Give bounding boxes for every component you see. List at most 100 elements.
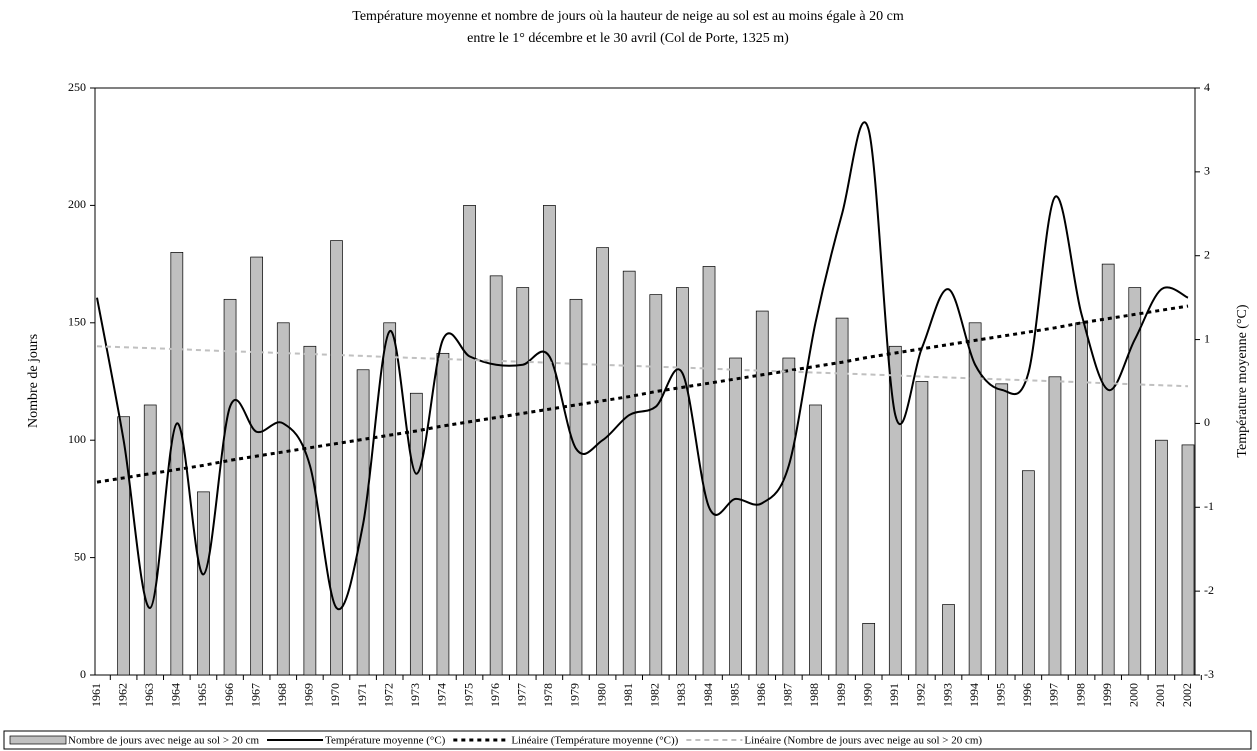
bar <box>702 266 716 676</box>
x-tick-label: 1977 <box>515 683 529 707</box>
x-tick-label: 1996 <box>1020 683 1034 707</box>
x-tick-label: 1998 <box>1073 683 1087 707</box>
x-tick-label: 1979 <box>568 683 582 707</box>
x-tick-label: 1984 <box>701 683 715 707</box>
legend-label: Linéaire (Température moyenne (°C)) <box>511 735 678 747</box>
bar <box>489 275 503 676</box>
x-tick-label: 2002 <box>1180 683 1194 707</box>
bar <box>463 205 476 676</box>
x-tick-label: 2001 <box>1153 683 1167 707</box>
bar <box>303 345 317 676</box>
y-tick-label: 100 <box>68 432 86 446</box>
legend-label: Nombre de jours avec neige au sol > 20 c… <box>68 735 259 747</box>
legend-swatch <box>9 735 67 745</box>
y2-tick-label: 0 <box>1204 415 1210 429</box>
y-tick-label: 0 <box>80 667 86 681</box>
y-axis-label: Nombre de jours <box>26 334 41 428</box>
bar <box>516 287 530 676</box>
y2-tick-label: -2 <box>1204 583 1214 597</box>
bar <box>1101 263 1115 676</box>
bar <box>197 491 210 676</box>
x-tick-label: 1993 <box>940 683 954 707</box>
bar <box>1181 444 1195 676</box>
x-tick-label: 1997 <box>1047 683 1061 707</box>
bar <box>1075 322 1088 676</box>
bar <box>409 392 423 676</box>
bar <box>995 383 1009 676</box>
y2-tick-label: 3 <box>1204 164 1210 178</box>
bar <box>223 298 237 676</box>
bar <box>676 287 689 676</box>
x-tick-label: 1964 <box>169 683 183 707</box>
plot-frame <box>94 87 1196 676</box>
bar <box>1128 287 1142 676</box>
x-tick-label: 1971 <box>355 683 369 707</box>
x-tick-label: 1965 <box>195 683 209 707</box>
y2-tick-label: 1 <box>1204 331 1210 345</box>
bar <box>276 322 290 676</box>
bar <box>649 294 663 676</box>
line-dashed <box>96 345 1189 388</box>
bar <box>1155 439 1168 676</box>
y2-tick-label: 2 <box>1204 247 1210 261</box>
legend-box <box>3 730 1252 750</box>
chart-title: Température moyenne et nombre de jours o… <box>352 9 904 24</box>
chart-subtitle: entre le 1° décembre et le 30 avril (Col… <box>467 31 789 46</box>
bar <box>596 247 609 676</box>
bar <box>835 317 849 676</box>
bar <box>250 256 264 676</box>
bar <box>862 622 876 676</box>
x-tick-label: 1982 <box>648 683 662 707</box>
bar <box>436 352 450 676</box>
y-tick-label: 200 <box>68 197 86 211</box>
line-solid <box>96 121 1189 611</box>
x-tick-label: 1989 <box>834 683 848 707</box>
bar <box>729 357 742 676</box>
bar <box>809 404 822 676</box>
x-tick-label: 1985 <box>727 683 741 707</box>
x-tick-label: 1963 <box>142 683 156 707</box>
x-tick-label: 1990 <box>860 683 874 707</box>
bar <box>543 205 556 676</box>
x-tick-label: 1966 <box>222 683 236 707</box>
bar <box>117 416 130 676</box>
bar <box>915 381 929 676</box>
x-tick-label: 1970 <box>328 683 342 707</box>
x-tick-label: 1994 <box>967 683 981 707</box>
bar <box>383 322 397 676</box>
bar <box>888 345 902 676</box>
bar <box>622 270 636 676</box>
x-tick-label: 2000 <box>1127 683 1141 707</box>
y2-tick-label: 4 <box>1204 80 1210 94</box>
bar <box>143 404 157 676</box>
bar <box>942 604 955 676</box>
x-tick-label: 1974 <box>435 683 449 707</box>
legend-label: Température moyenne (°C) <box>325 735 446 747</box>
bar <box>330 240 343 676</box>
x-tick-label: 1961 <box>89 683 103 707</box>
x-tick-label: 1972 <box>381 683 395 707</box>
y-tick-label: 50 <box>74 549 86 563</box>
x-tick-label: 1995 <box>993 683 1007 707</box>
y2-tick-label: -3 <box>1204 667 1214 681</box>
bar <box>1048 376 1062 676</box>
x-tick-label: 1983 <box>674 683 688 707</box>
bar <box>782 357 796 676</box>
y-tick-label: 250 <box>68 80 86 94</box>
x-tick-label: 1976 <box>488 683 502 707</box>
x-tick-label: 1962 <box>115 683 129 707</box>
x-tick-label: 1975 <box>461 683 475 707</box>
x-tick-label: 1991 <box>887 683 901 707</box>
x-tick-label: 1986 <box>754 683 768 707</box>
bar <box>170 252 184 676</box>
x-tick-label: 1992 <box>914 683 928 707</box>
x-tick-label: 1980 <box>594 683 608 707</box>
x-tick-label: 1981 <box>621 683 635 707</box>
x-tick-label: 1973 <box>408 683 422 707</box>
x-tick-label: 1978 <box>541 683 555 707</box>
x-tick-label: 1967 <box>248 683 262 707</box>
x-tick-label: 1969 <box>302 683 316 707</box>
line-dotted <box>96 304 1189 484</box>
bar <box>968 322 982 676</box>
legend-label: Linéaire (Nombre de jours avec neige au … <box>744 735 982 747</box>
